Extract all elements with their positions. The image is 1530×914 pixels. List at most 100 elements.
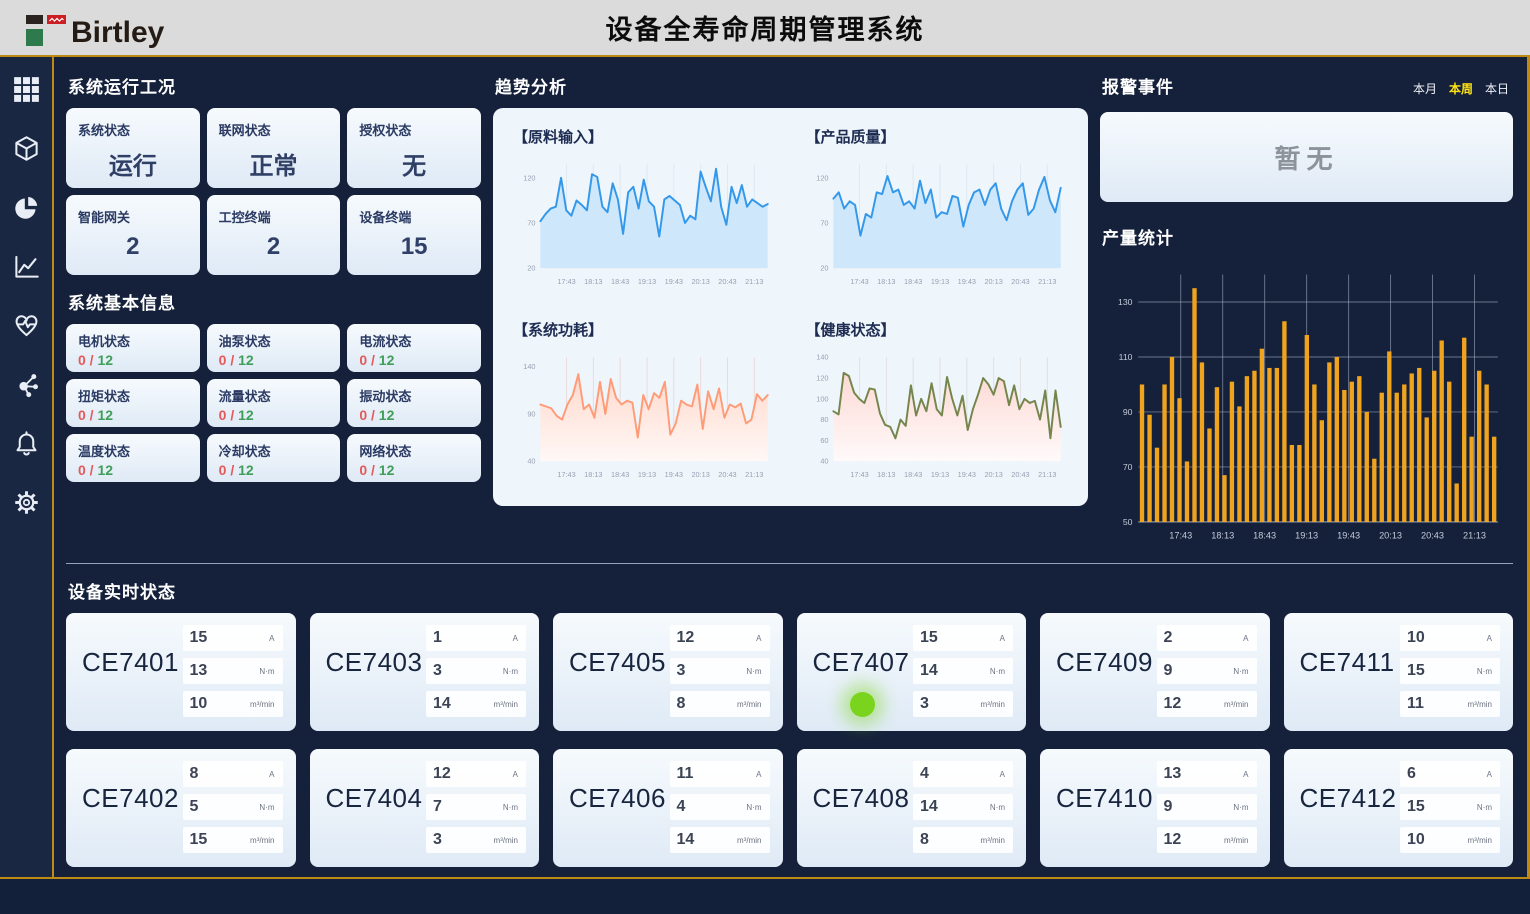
device-card[interactable]: CE7406 11 A 4 N·m 14 bbox=[553, 749, 783, 867]
logo-dark-block bbox=[26, 14, 43, 24]
chart-title: 【系统功耗】 bbox=[513, 322, 604, 339]
total-count: 12 bbox=[238, 407, 254, 423]
sidebar-item-assets[interactable] bbox=[12, 134, 40, 162]
chart-title: 【原料输入】 bbox=[513, 129, 604, 146]
device-card[interactable]: CE7411 10 A 15 N·m 11 bbox=[1283, 613, 1513, 731]
metric-value: 4 bbox=[920, 765, 929, 782]
production-bar-chart: 17:43 18:13 18:43 19:13 19:43 20:13 20:43 21:13… bbox=[1118, 274, 1498, 540]
device-current-metric: 4 A bbox=[913, 761, 1013, 787]
metric-unit: N·m bbox=[502, 802, 518, 812]
svg-text:19:43: 19:43 bbox=[957, 470, 975, 479]
alarm-period-tab[interactable]: 本日 bbox=[1484, 82, 1509, 96]
production-section-title: 产量统计 bbox=[1102, 229, 1174, 248]
device-torque-metric: 15 N·m bbox=[1400, 658, 1500, 684]
sidebar bbox=[0, 57, 54, 877]
metric-value: 14 bbox=[920, 662, 938, 679]
device-flow-metric: 8 m³/min bbox=[913, 827, 1013, 853]
total-count: 12 bbox=[378, 462, 395, 478]
chart-title: 【健康状态】 bbox=[805, 322, 896, 339]
device-torque-metric: 5 N·m bbox=[182, 794, 283, 820]
sidebar-item-statistics[interactable] bbox=[12, 193, 40, 221]
device-card[interactable]: CE7403 1 A 3 N·m 14 bbox=[309, 613, 539, 731]
device-card[interactable]: CE7410 13 A 9 N·m 12 bbox=[1040, 749, 1270, 867]
device-card[interactable]: CE7402 8 A 5 N·m 15 bbox=[66, 749, 296, 867]
metric-unit: A bbox=[1486, 769, 1492, 779]
alarm-empty-text: 暂无 bbox=[1274, 143, 1339, 174]
ops-card-value: 无 bbox=[402, 153, 427, 180]
metric-value: 15 bbox=[1407, 662, 1425, 679]
device-name: CE7412 bbox=[1299, 783, 1397, 813]
svg-text:19:43: 19:43 bbox=[665, 470, 683, 479]
device-name: CE7409 bbox=[1056, 647, 1153, 677]
metric-unit: N·m bbox=[1233, 802, 1249, 812]
metric-unit: m³/min bbox=[1224, 699, 1249, 709]
ops-card-value: 15 bbox=[400, 233, 428, 260]
bell-icon bbox=[15, 430, 37, 455]
sidebar-item-health[interactable] bbox=[12, 311, 40, 339]
raw-input-chart: 17:43 18:13 18:43 19:13 19:43 20:13 20:43 21:13… bbox=[523, 164, 769, 286]
device-metrics: 12 A 3 N·m 8 m³/min bbox=[669, 625, 770, 719]
device-name: CE7402 bbox=[82, 783, 179, 813]
device-card[interactable]: CE7401 15 A 13 N·m 10 bbox=[66, 613, 296, 731]
svg-text:21:13: 21:13 bbox=[745, 470, 763, 479]
birtley-logo: Birtley bbox=[26, 7, 164, 49]
sidebar-item-alarms[interactable] bbox=[12, 429, 40, 457]
metric-value: 7 bbox=[433, 798, 442, 815]
logo-green-block bbox=[26, 28, 43, 46]
metric-value: 10 bbox=[1407, 629, 1425, 646]
sidebar-item-menu[interactable] bbox=[12, 75, 40, 103]
device-metrics: 13 A 9 N·m 12 m³/min bbox=[1156, 761, 1257, 855]
metric-value: 12 bbox=[433, 765, 451, 782]
device-torque-metric: 3 N·m bbox=[426, 658, 526, 684]
device-card[interactable]: CE7408 4 A 14 N·m 8 bbox=[796, 749, 1026, 867]
device-metrics: 2 A 9 N·m 12 m³/min bbox=[1156, 625, 1257, 719]
metric-value: 5 bbox=[189, 798, 199, 815]
svg-text:70: 70 bbox=[1123, 462, 1133, 472]
device-card[interactable]: CE7405 12 A 3 N·m 8 bbox=[553, 613, 783, 731]
line-chart-icon bbox=[14, 255, 39, 278]
device-cards: CE7401 15 A 13 N·m 10 bbox=[66, 613, 1513, 867]
metric-unit: A bbox=[999, 633, 1005, 643]
device-metrics: 4 A 14 N·m 8 m³/min bbox=[913, 761, 1013, 855]
alarm-count: 0 / bbox=[359, 352, 375, 368]
svg-text:18:13: 18:13 bbox=[877, 277, 895, 286]
device-card[interactable]: CE7407 15 A 14 N·m 3 bbox=[796, 613, 1026, 731]
bottom-bar bbox=[0, 877, 1530, 914]
alarm-count: 0 / bbox=[218, 407, 235, 423]
device-flow-metric: 14 m³/min bbox=[669, 827, 770, 853]
device-name: CE7406 bbox=[569, 783, 666, 813]
ops-card: 授权状态 无 bbox=[347, 108, 481, 188]
raw-input-chart-block: 【原料输入】 17:43 18:13 18:43 19:13 19:43 20:13 20:… bbox=[511, 118, 778, 307]
metric-unit: m³/min bbox=[737, 835, 762, 845]
total-count: 12 bbox=[238, 462, 254, 478]
svg-text:90: 90 bbox=[527, 409, 535, 418]
total-count: 12 bbox=[378, 352, 395, 368]
metric-value: 15 bbox=[189, 831, 208, 848]
svg-text:20: 20 bbox=[820, 264, 828, 273]
metric-value: 1 bbox=[433, 629, 442, 646]
device-card[interactable]: CE7409 2 A 9 N·m 12 bbox=[1040, 613, 1270, 731]
metric-unit: N·m bbox=[1233, 666, 1249, 676]
metric-unit: m³/min bbox=[980, 699, 1005, 709]
ops-section-title: 系统运行工况 bbox=[68, 78, 176, 97]
svg-text:18:13: 18:13 bbox=[1211, 530, 1234, 540]
alarm-period-tab[interactable]: 本周 bbox=[1448, 82, 1473, 96]
device-metrics: 11 A 4 N·m 14 m³/min bbox=[669, 761, 770, 855]
device-card[interactable]: CE7404 12 A 7 N·m 3 bbox=[309, 749, 539, 867]
total-count: 12 bbox=[238, 352, 254, 368]
svg-text:70: 70 bbox=[820, 218, 828, 227]
sidebar-item-trends[interactable] bbox=[12, 252, 40, 280]
svg-text:140: 140 bbox=[523, 362, 535, 371]
basic-card-label: 网络状态 bbox=[359, 444, 412, 459]
health-status-chart-block: 【健康状态】 17:43 18:13 18:43 19:13 19:43 20:13 20:… bbox=[804, 311, 1071, 500]
metric-unit: A bbox=[756, 769, 762, 779]
metric-value: 13 bbox=[1163, 765, 1182, 782]
sidebar-item-network[interactable] bbox=[12, 370, 40, 398]
alarm-period-tab[interactable]: 本月 bbox=[1412, 82, 1437, 96]
basic-card: 温度状态 0 / 12 bbox=[66, 434, 200, 482]
sidebar-item-settings[interactable] bbox=[12, 488, 40, 516]
metric-unit: N·m bbox=[259, 666, 275, 676]
basic-card-label: 流量状态 bbox=[218, 389, 271, 404]
device-card[interactable]: CE7412 6 A 15 N·m 10 bbox=[1283, 749, 1513, 867]
basic-card-value: 0 / 12 bbox=[219, 352, 329, 368]
